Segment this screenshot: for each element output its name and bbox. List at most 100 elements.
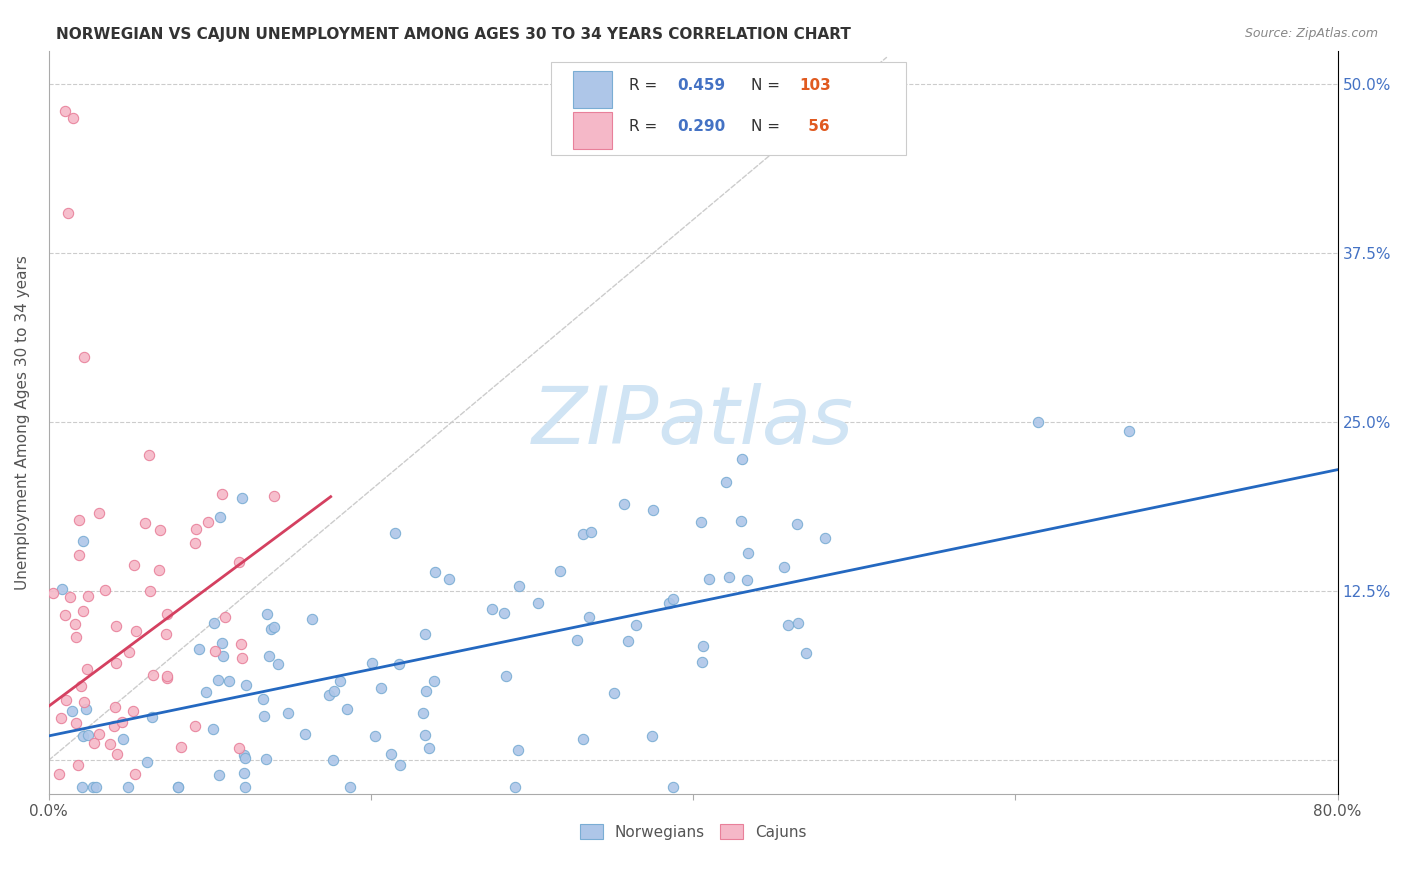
Point: [370, 681, 392, 695]
Point: [380, 747, 402, 762]
Point: [228, 740, 250, 755]
Text: N =: N =: [751, 119, 785, 134]
Point: [481, 602, 503, 616]
Point: [139, 583, 162, 598]
FancyBboxPatch shape: [574, 112, 612, 149]
Point: [613, 497, 636, 511]
Point: [1026, 415, 1049, 429]
Point: [104, 619, 127, 633]
Point: [83, 737, 105, 751]
Point: [256, 607, 278, 622]
Point: [186, 522, 208, 536]
Point: [55, 607, 77, 622]
FancyBboxPatch shape: [551, 62, 905, 154]
Text: ZIPatlas: ZIPatlas: [531, 384, 855, 461]
Point: [329, 673, 352, 688]
Point: [231, 651, 253, 665]
Point: [388, 657, 411, 672]
Point: [641, 502, 664, 516]
Point: [156, 668, 179, 682]
Point: [662, 591, 685, 606]
Point: [66, 758, 89, 772]
Text: 56: 56: [803, 119, 830, 134]
Point: [89, 506, 111, 520]
Point: [495, 669, 517, 683]
Text: Source: ZipAtlas.com: Source: ZipAtlas.com: [1244, 27, 1378, 40]
Point: [218, 674, 240, 689]
Point: [76, 589, 98, 603]
Point: [336, 702, 359, 716]
Point: [254, 752, 277, 766]
Point: [103, 719, 125, 733]
Point: [211, 486, 233, 500]
Point: [211, 636, 233, 650]
Point: [690, 655, 713, 669]
Point: [167, 780, 190, 795]
Point: [204, 643, 226, 657]
Text: N =: N =: [751, 78, 785, 93]
Point: [294, 726, 316, 740]
Point: [75, 702, 97, 716]
Point: [503, 780, 526, 795]
Point: [263, 489, 285, 503]
Point: [624, 618, 647, 632]
Text: 0.290: 0.290: [678, 119, 725, 134]
Point: [51, 711, 73, 725]
Point: [70, 780, 93, 795]
Point: [323, 684, 346, 698]
Point: [72, 533, 94, 548]
Point: [48, 766, 70, 780]
Point: [578, 610, 600, 624]
Point: [122, 704, 145, 718]
Point: [67, 548, 90, 562]
Point: [111, 731, 134, 746]
Point: [776, 618, 799, 632]
Point: [413, 728, 436, 742]
FancyBboxPatch shape: [574, 70, 612, 108]
Point: [184, 536, 207, 550]
Point: [77, 727, 100, 741]
Point: [658, 596, 681, 610]
Point: [124, 766, 146, 780]
Point: [208, 768, 231, 782]
Point: [138, 449, 160, 463]
Point: [602, 686, 624, 700]
Point: [72, 729, 94, 743]
Point: [197, 516, 219, 530]
Point: [212, 648, 235, 663]
Legend: Norwegians, Cajuns: Norwegians, Cajuns: [574, 818, 813, 846]
Point: [202, 615, 225, 630]
Point: [259, 649, 281, 664]
Point: [418, 740, 440, 755]
Point: [231, 491, 253, 505]
Point: [277, 706, 299, 721]
Point: [415, 626, 437, 640]
Text: NORWEGIAN VS CAJUN UNEMPLOYMENT AMONG AGES 30 TO 34 YEARS CORRELATION CHART: NORWEGIAN VS CAJUN UNEMPLOYMENT AMONG AG…: [56, 27, 851, 42]
Point: [718, 570, 741, 584]
Point: [232, 747, 254, 762]
Point: [322, 753, 344, 767]
Point: [301, 612, 323, 626]
Point: [787, 616, 810, 631]
Point: [661, 780, 683, 795]
Point: [65, 630, 87, 644]
Point: [786, 517, 808, 532]
Point: [318, 688, 340, 702]
Point: [263, 620, 285, 634]
Point: [692, 640, 714, 654]
Point: [104, 657, 127, 671]
Point: [737, 546, 759, 560]
Point: [195, 685, 218, 699]
Point: [142, 668, 165, 682]
Text: R =: R =: [628, 78, 662, 93]
Point: [55, 693, 77, 707]
Point: [360, 656, 382, 670]
Point: [439, 573, 461, 587]
Point: [364, 729, 387, 743]
Y-axis label: Unemployment Among Ages 30 to 34 years: Unemployment Among Ages 30 to 34 years: [15, 255, 30, 590]
Point: [492, 607, 515, 621]
Point: [229, 637, 252, 651]
Text: 103: 103: [799, 78, 831, 93]
Point: [389, 757, 412, 772]
Point: [527, 596, 550, 610]
